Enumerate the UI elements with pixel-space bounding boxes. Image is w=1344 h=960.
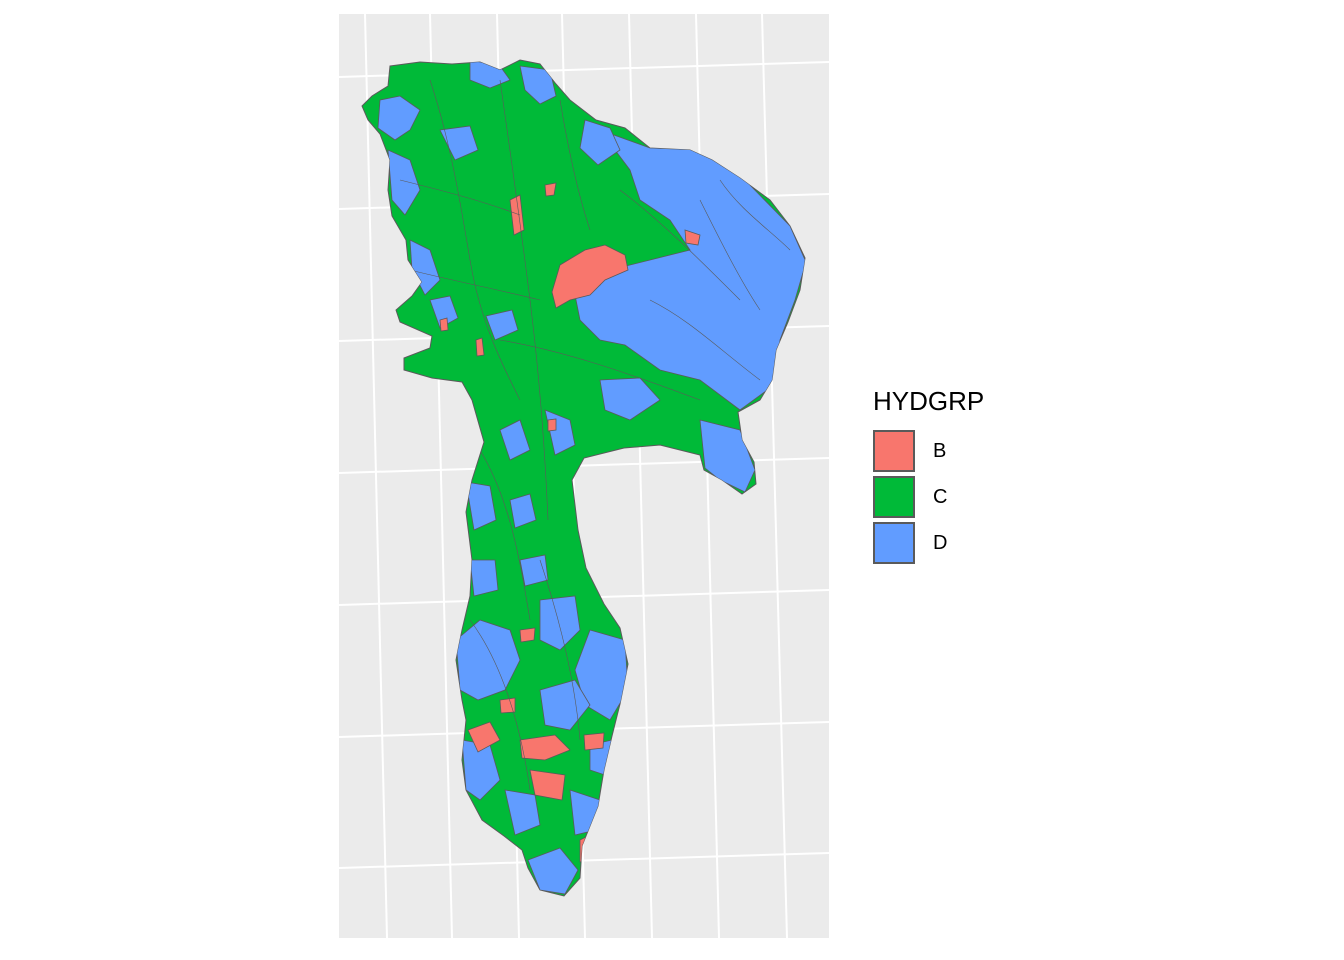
gridline-lat (339, 852, 829, 869)
watershed-map (339, 14, 829, 938)
legend-item-b: B (873, 428, 984, 474)
legend-label: B (933, 439, 947, 462)
gridline-lat (339, 457, 829, 474)
legend-title: HYDGRP (873, 386, 985, 416)
soil-boundaries (399, 79, 791, 791)
legend-item-c: C (873, 474, 984, 520)
legend-label: C (933, 485, 948, 508)
legend-swatch-b (873, 430, 915, 472)
legend-swatch-d (873, 522, 915, 564)
map-panel (339, 14, 829, 938)
legend-item-d: D (873, 520, 984, 566)
legend-swatch-c (873, 476, 915, 518)
legend-label: D (933, 531, 948, 554)
gridline-lon (364, 14, 388, 938)
gridline-lon (761, 14, 788, 938)
